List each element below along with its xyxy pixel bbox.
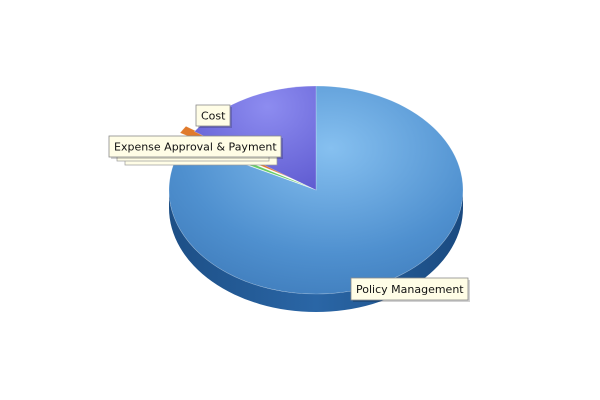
slice-label-text: Expense Approval & Payment <box>114 141 277 154</box>
slice-label-policy-management: Policy Management <box>350 277 470 302</box>
slice-label-expense-approval-payment: Expense Approval & Payment <box>108 135 283 166</box>
slice-labels: Policy Management Expense Approval & Paym… <box>108 104 470 302</box>
slice-label-text: Cost <box>201 110 226 123</box>
slice-label-text: Policy Management <box>356 283 464 296</box>
slice-label-cost: Cost <box>195 104 232 128</box>
